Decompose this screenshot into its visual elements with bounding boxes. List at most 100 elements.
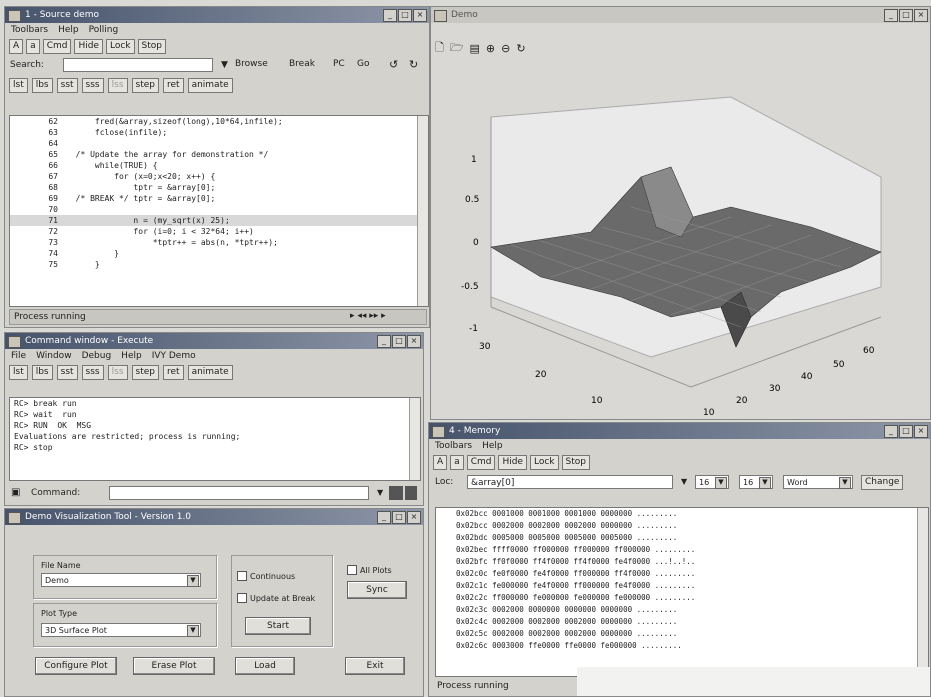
command-scrollbar[interactable] [409, 398, 420, 480]
minimize-button[interactable]: _ [884, 9, 898, 22]
maximize-button[interactable]: □ [392, 335, 406, 348]
dropdown-arrow-icon[interactable]: ▼ [681, 477, 688, 486]
font-small-button[interactable]: a [26, 39, 40, 54]
browse-button[interactable]: Browse [235, 59, 268, 69]
sst-button[interactable]: sst [56, 365, 78, 380]
lss-button[interactable]: lss [107, 365, 128, 380]
sss-button[interactable]: sss [81, 78, 104, 93]
lbs-button[interactable]: lbs [31, 78, 53, 93]
chevron-down-icon[interactable]: ▼ [187, 625, 199, 637]
close-button[interactable]: × [914, 9, 928, 22]
chevron-down-icon[interactable]: ▼ [715, 477, 727, 489]
code-line[interactable]: 71 n = (my_sqrt(x) 25); [10, 215, 428, 226]
code-line[interactable]: 69 /* BREAK */ tptr = &array[0]; [10, 193, 428, 204]
font-large-button[interactable]: A [433, 455, 448, 470]
font-large-button[interactable]: A [9, 39, 24, 54]
menu-window[interactable]: Window [36, 351, 72, 361]
step-button[interactable]: step [131, 78, 159, 93]
code-line[interactable]: 65 /* Update the array for demonstration… [10, 149, 428, 160]
start-button[interactable]: Start [245, 617, 311, 635]
update-at-break-checkbox[interactable]: Update at Break [237, 593, 315, 603]
break-button[interactable]: Break [289, 59, 315, 69]
code-line[interactable]: 62 fred(&array,sizeof(long),10*64,infile… [10, 116, 428, 127]
plot-type-select[interactable]: 3D Surface Plot ▼ [41, 623, 201, 637]
erase-plot-button[interactable]: Erase Plot [133, 657, 215, 675]
maximize-button[interactable]: □ [398, 9, 412, 22]
zoom-in-icon[interactable]: ⊕ [485, 42, 496, 55]
menu-help[interactable]: Help [58, 25, 79, 35]
memory-row[interactable]: 0x02c6c 0003000 ffe0000 ffe0000 fe000000… [456, 641, 682, 650]
hide-button[interactable]: Hide [498, 455, 527, 470]
lbs-button[interactable]: lbs [31, 365, 53, 380]
back-icon[interactable]: ↺ [389, 58, 399, 71]
checkbox-box[interactable] [237, 593, 247, 603]
command-window-titlebar[interactable]: Command window - Execute _ □ × [5, 333, 423, 349]
lss-button[interactable]: lss [107, 78, 128, 93]
lock-button[interactable]: Lock [529, 455, 559, 470]
command-input[interactable] [109, 486, 369, 500]
memory-row[interactable]: 0x02c3c 0002000 0000000 0000000 0000000 … [456, 605, 678, 614]
dropdown-arrow-icon[interactable]: ▼ [221, 60, 228, 70]
command-output[interactable]: RC> break run RC> wait run RC> RUN OK MSG E… [9, 397, 421, 481]
maximize-button[interactable]: □ [899, 9, 913, 22]
surface-plot[interactable]: 1 0.5 0 -0.5 -1 30 20 10 10 20 30 40 50 … [431, 57, 931, 417]
font-small-button[interactable]: a [450, 455, 464, 470]
sync-button[interactable]: Sync [347, 581, 407, 599]
memory-row[interactable]: 0x02c0c fe0f0000 fe4f0000 ff000000 ff4f0… [456, 569, 696, 578]
menu-help[interactable]: Help [121, 351, 142, 361]
viz-window-titlebar[interactable]: Demo Visualization Tool - Version 1.0 _ □… [5, 509, 423, 525]
exit-button[interactable]: Exit [345, 657, 405, 675]
code-line[interactable]: 68 tptr = &array[0]; [10, 182, 428, 193]
code-line[interactable]: 73 *tptr++ = abs(n, *tptr++); [10, 237, 428, 248]
zoom-out-icon[interactable]: ⊖ [501, 42, 511, 55]
chevron-down-icon[interactable]: ▼ [839, 477, 851, 489]
sst-button[interactable]: sst [56, 78, 78, 93]
dropdown-arrow-icon[interactable]: ▼ [377, 488, 384, 497]
close-button[interactable]: × [413, 9, 427, 22]
memory-window-titlebar[interactable]: 4 - Memory _ □ × [429, 423, 930, 439]
menu-toolbars[interactable]: Toolbars [435, 441, 473, 451]
step-button[interactable]: step [131, 365, 159, 380]
memory-row[interactable]: 0x02bcc 0001000 0001000 0001000 0000000 … [456, 509, 678, 518]
minimize-button[interactable]: _ [377, 511, 391, 524]
file-name-select[interactable]: Demo ▼ [41, 573, 201, 587]
new-file-icon[interactable]: 🗋 [435, 41, 444, 54]
code-line[interactable]: 72 for (i=0; i < 32*64; i++) [10, 226, 428, 237]
animate-button[interactable]: animate [187, 78, 233, 93]
memory-row[interactable]: 0x02c4c 0002000 0002000 0002000 0000000 … [456, 617, 678, 626]
configure-plot-button[interactable]: Configure Plot [35, 657, 117, 675]
menu-toolbars[interactable]: Toolbars [11, 25, 49, 35]
maximize-button[interactable]: □ [899, 425, 913, 438]
clear-icon[interactable] [405, 486, 417, 500]
menu-file[interactable]: File [11, 351, 27, 361]
lock-button[interactable]: Lock [105, 39, 135, 54]
checkbox-box[interactable] [347, 565, 357, 575]
memory-row[interactable]: 0x02bfc ff0f0000 ff4f0000 ff4f0000 fe4f0… [456, 557, 696, 566]
checkbox-box[interactable] [237, 571, 247, 581]
chevron-down-icon[interactable]: ▼ [187, 575, 199, 587]
source-code-view[interactable]: 62 fred(&array,sizeof(long),10*64,infile… [9, 115, 429, 307]
menu-debug[interactable]: Debug [81, 351, 112, 361]
animate-button[interactable]: animate [187, 365, 233, 380]
go-button[interactable]: Go [357, 59, 370, 69]
code-line[interactable]: 75 } [10, 259, 428, 270]
minimize-button[interactable]: _ [884, 425, 898, 438]
memory-view[interactable]: 0x02bcc 0001000 0001000 0001000 0000000 … [435, 507, 929, 677]
status-nav-icons[interactable]: ▸ ◂◂ ▸▸ ▸ [350, 311, 386, 321]
code-line[interactable]: 67 for (x=0;x<20; x++) { [10, 171, 428, 182]
sss-button[interactable]: sss [81, 365, 104, 380]
all-plots-checkbox[interactable]: All Plots [347, 565, 392, 575]
format-select[interactable]: Word ▼ [783, 475, 853, 489]
memory-scrollbar[interactable] [917, 508, 928, 676]
close-button[interactable]: × [407, 335, 421, 348]
lst-button[interactable]: lst [9, 365, 28, 380]
open-file-icon[interactable]: 🗁 [449, 41, 464, 54]
pc-button[interactable]: PC [333, 59, 345, 69]
code-line[interactable]: 74 } [10, 248, 428, 259]
columns-select[interactable]: 16 ▼ [695, 475, 729, 489]
memory-row[interactable]: 0x02bcc 0002000 0002000 0002000 0000000 … [456, 521, 678, 530]
menu-help[interactable]: Help [482, 441, 503, 451]
minimize-button[interactable]: _ [383, 9, 397, 22]
memory-row[interactable]: 0x02bdc 0005000 0005000 0005000 0005000 … [456, 533, 678, 542]
width-select[interactable]: 16 ▼ [739, 475, 773, 489]
